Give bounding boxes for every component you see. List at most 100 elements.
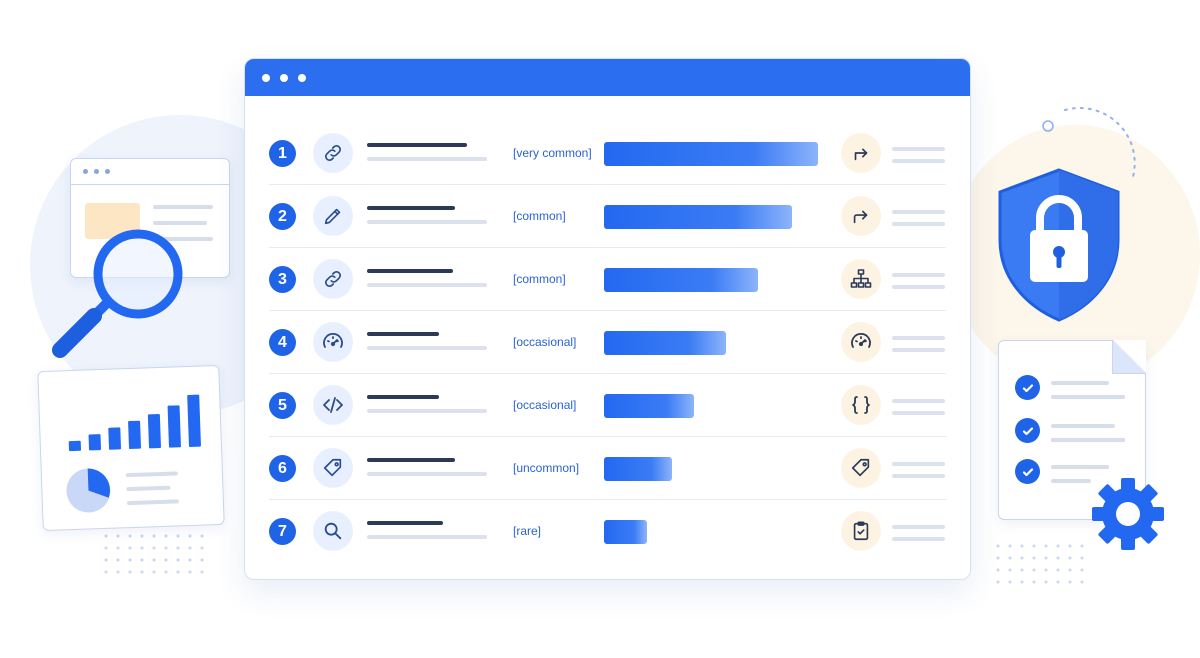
frequency-bar <box>604 205 792 229</box>
title-placeholder <box>367 332 439 336</box>
tag-icon <box>313 448 353 488</box>
row-number-badge: 6 <box>269 455 296 482</box>
mini-dot <box>83 169 88 174</box>
text-placeholder <box>153 237 213 241</box>
title-placeholder <box>367 206 455 210</box>
subtitle-placeholder <box>367 346 487 350</box>
checkmark-icon <box>1015 375 1040 400</box>
chart-bar <box>128 420 142 450</box>
text-placeholder <box>1051 438 1125 442</box>
text-placeholder <box>892 399 945 403</box>
clipboard-check-icon <box>841 511 881 551</box>
main-window: 1 [very common] 2 [common] 3 <box>244 58 971 580</box>
text-placeholder <box>1051 479 1091 483</box>
text-placeholder <box>892 273 945 277</box>
dotted-arc <box>1042 107 1136 181</box>
text-placeholder <box>892 462 945 466</box>
text-placeholder <box>126 499 179 506</box>
sitemap-icon <box>841 259 881 299</box>
text-placeholder <box>892 159 945 163</box>
list-item[interactable]: 3 [common] <box>269 248 946 311</box>
speedometer-icon <box>841 322 881 362</box>
window-dot[interactable] <box>280 73 288 82</box>
text-placeholder <box>892 222 945 226</box>
list-item[interactable]: 1 [very common] <box>269 122 946 185</box>
text-placeholder <box>1051 395 1125 399</box>
list-item[interactable]: 7 [rare] <box>269 500 946 563</box>
text-placeholder <box>126 485 171 492</box>
subtitle-placeholder <box>367 472 487 476</box>
frequency-bar <box>604 520 647 544</box>
mini-dot <box>105 169 110 174</box>
title-placeholder <box>367 143 467 147</box>
row-number-badge: 7 <box>269 518 296 545</box>
title-placeholder <box>367 458 455 462</box>
title-placeholder <box>367 269 453 273</box>
title-placeholder <box>367 395 439 399</box>
gear-icon <box>1092 478 1164 550</box>
chart-bar <box>147 413 162 449</box>
text-placeholder <box>892 285 945 289</box>
text-placeholder <box>892 474 945 478</box>
redirect-arrow-icon <box>841 133 881 173</box>
frequency-bar <box>604 457 672 481</box>
text-placeholder <box>892 537 945 541</box>
dot-grid-right <box>992 540 1090 584</box>
text-placeholder <box>1051 381 1109 385</box>
pencil-icon <box>313 196 353 236</box>
magnifier-icon <box>52 229 183 358</box>
row-number-badge: 4 <box>269 329 296 356</box>
frequency-label: [rare] <box>513 524 542 538</box>
text-placeholder <box>892 525 945 529</box>
frequency-bar <box>604 268 758 292</box>
window-titlebar <box>245 59 970 96</box>
chart-bar <box>167 405 182 448</box>
security-shield-lock-icon <box>998 168 1120 322</box>
frequency-label: [uncommon] <box>513 461 580 475</box>
subtitle-placeholder <box>367 220 487 224</box>
window-dot[interactable] <box>298 73 306 82</box>
row-number-badge: 2 <box>269 203 296 230</box>
dot-grid-left <box>100 530 210 574</box>
text-placeholder <box>892 348 945 352</box>
pie-chart-icon <box>66 468 111 513</box>
list-item[interactable]: 5 [occasional] <box>269 374 946 437</box>
checkmark-icon <box>1015 459 1040 484</box>
page-fold <box>1112 340 1146 374</box>
text-placeholder <box>892 210 945 214</box>
text-placeholder <box>892 147 945 151</box>
frequency-bar <box>604 331 726 355</box>
list-item[interactable]: 6 [uncommon] <box>269 437 946 500</box>
chart-bar <box>68 440 82 452</box>
code-icon <box>313 385 353 425</box>
window-dot[interactable] <box>262 73 270 82</box>
frequency-bar <box>604 394 694 418</box>
subtitle-placeholder <box>367 283 487 287</box>
text-placeholder <box>892 411 945 415</box>
curly-braces-icon <box>841 385 881 425</box>
tag-icon <box>841 448 881 488</box>
speedometer-icon <box>313 322 353 362</box>
text-placeholder <box>892 336 945 340</box>
checkmark-icon <box>1015 418 1040 443</box>
row-number-badge: 5 <box>269 392 296 419</box>
frequency-label: [occasional] <box>513 335 577 349</box>
row-number-badge: 3 <box>269 266 296 293</box>
mini-titlebar <box>71 159 229 185</box>
frequency-label: [common] <box>513 209 566 223</box>
row-number-badge: 1 <box>269 140 296 167</box>
subtitle-placeholder <box>367 157 487 161</box>
frequency-label: [occasional] <box>513 398 577 412</box>
chart-bar <box>108 427 122 450</box>
list-item[interactable]: 4 [occasional] <box>269 311 946 374</box>
text-placeholder <box>1051 424 1115 428</box>
frequency-label: [common] <box>513 272 566 286</box>
text-placeholder <box>1051 465 1109 469</box>
search-icon <box>313 511 353 551</box>
list-item[interactable]: 2 [common] <box>269 185 946 248</box>
title-placeholder <box>367 521 443 525</box>
subtitle-placeholder <box>367 535 487 539</box>
mini-dot <box>94 169 99 174</box>
frequency-bar <box>604 142 818 166</box>
share-arrow-icon <box>841 196 881 236</box>
